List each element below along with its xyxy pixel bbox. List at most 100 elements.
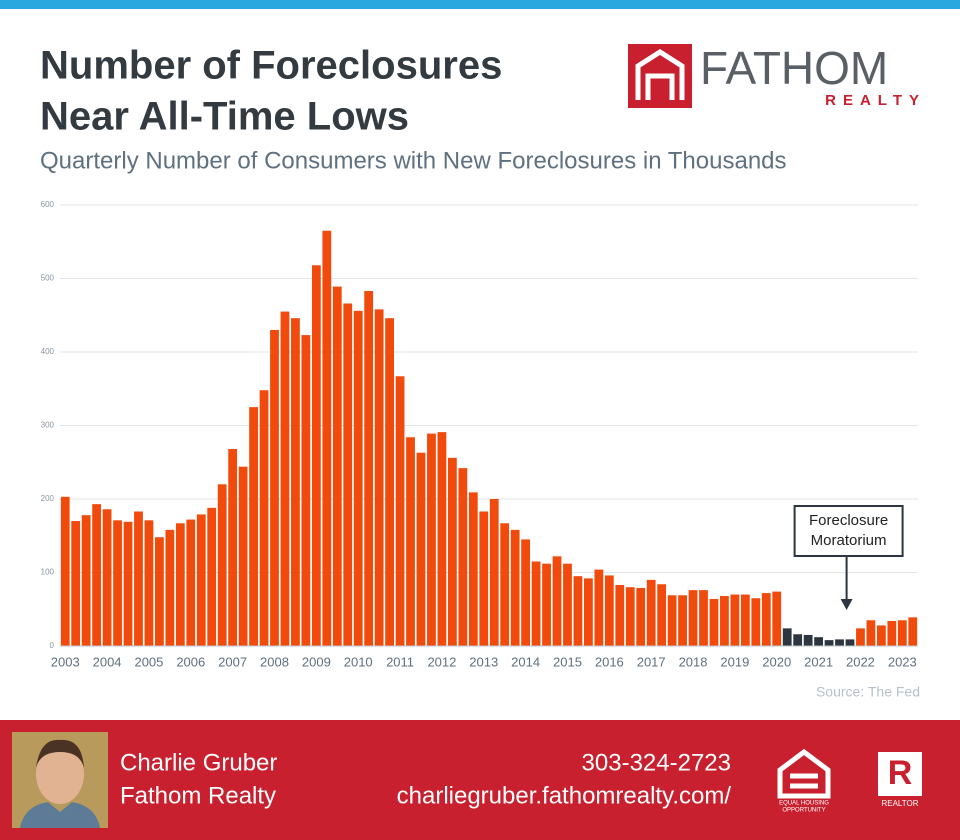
x-tick-label: 2013 — [469, 654, 498, 669]
bar — [678, 595, 687, 646]
subtitle: Quarterly Number of Consumers with New F… — [40, 147, 787, 174]
bar — [667, 595, 677, 646]
bar — [552, 556, 562, 646]
x-tick-label: 2006 — [176, 654, 205, 669]
annotation-arrowhead — [840, 599, 853, 610]
bar — [625, 587, 635, 646]
bar — [134, 511, 143, 646]
bar — [908, 617, 918, 646]
bar — [385, 318, 394, 646]
bar — [238, 466, 248, 646]
bar — [270, 329, 279, 646]
bar — [186, 519, 196, 646]
y-tick-label: 500 — [41, 274, 55, 283]
bar — [604, 575, 614, 646]
bar — [113, 520, 122, 646]
x-tick-label: 2017 — [637, 654, 666, 669]
y-tick-label: 200 — [41, 494, 55, 503]
x-tick-label: 2008 — [260, 654, 289, 669]
photo-hair — [36, 739, 84, 768]
bar — [709, 598, 719, 646]
bar — [123, 521, 133, 646]
annotation-text: Foreclosure — [809, 512, 888, 529]
bar — [845, 639, 855, 646]
bar — [196, 514, 206, 646]
bar — [249, 407, 258, 646]
realtor-icon — [878, 752, 922, 796]
bar — [165, 529, 175, 646]
x-tick-label: 2016 — [595, 654, 624, 669]
source: Source: The Fed — [816, 684, 920, 700]
bar — [489, 499, 499, 646]
bar — [259, 390, 269, 646]
plot: 0 100 200 300 400 500 600 2003 2004 2005 2006 2007 2… — [41, 200, 918, 669]
bar — [720, 596, 729, 646]
bar — [217, 484, 227, 646]
title-line: Number of Foreclosures — [40, 44, 502, 88]
badge-text: REALTOR — [881, 799, 918, 808]
bar — [144, 520, 154, 646]
phone: 303-324-2723 — [582, 749, 731, 776]
bar — [437, 432, 447, 646]
bar — [688, 590, 698, 646]
bar — [468, 492, 478, 646]
bar — [155, 537, 164, 646]
title-line: Near All-Time Lows — [40, 95, 409, 139]
y-tick-label: 300 — [41, 421, 55, 430]
url: charliegruber.fathomrealty.com/ — [397, 782, 732, 809]
x-tick-label: 2007 — [218, 654, 247, 669]
logo-house — [635, 49, 685, 100]
bar — [594, 569, 604, 646]
y-tick-label: 0 — [50, 641, 55, 650]
bar — [751, 598, 761, 646]
bar — [332, 286, 342, 646]
footer: Charlie Gruber Fathom Realty 303-324-272… — [0, 720, 960, 840]
bar — [479, 511, 489, 646]
bar — [615, 584, 625, 646]
bar — [876, 625, 886, 646]
bar — [228, 449, 238, 646]
bar — [636, 587, 646, 646]
bar — [175, 523, 185, 646]
x-tick-label: 2022 — [846, 654, 875, 669]
y-tick-label: 600 — [41, 200, 55, 209]
x-tick-label: 2015 — [553, 654, 582, 669]
bar — [814, 637, 823, 646]
badge-text: EQUAL HOUSING — [779, 801, 829, 807]
x-tick-label: 2011 — [386, 654, 414, 669]
bar — [102, 509, 112, 646]
bar — [646, 579, 656, 646]
bar — [311, 265, 321, 646]
bar — [793, 634, 803, 646]
x-tick-label: 2003 — [51, 654, 80, 669]
bar — [500, 523, 510, 646]
bar — [803, 634, 813, 646]
bar — [364, 290, 374, 646]
bar — [395, 376, 405, 646]
bar — [510, 529, 520, 646]
bar — [322, 230, 332, 646]
bar — [542, 563, 551, 646]
bar — [657, 584, 667, 646]
annotation-text: Moratorium — [811, 532, 887, 549]
y-tick-label: 100 — [41, 568, 55, 577]
x-tick-label: 2014 — [511, 654, 540, 669]
bar — [824, 640, 834, 646]
logo-name: FATHOM — [700, 42, 888, 94]
bar — [427, 433, 436, 646]
realtor-letter: R — [888, 754, 913, 792]
bar — [374, 309, 384, 646]
x-tick-label: 2012 — [427, 654, 456, 669]
bar — [353, 310, 363, 646]
x-tick-label: 2005 — [134, 654, 163, 669]
bar — [92, 504, 102, 646]
bar — [740, 594, 750, 646]
bar — [343, 303, 353, 646]
x-tick-label: 2018 — [679, 654, 708, 669]
bar — [835, 639, 844, 646]
bar — [699, 590, 708, 646]
x-tick-label: 2021 — [804, 654, 833, 669]
bar — [416, 452, 426, 646]
x-tick-label: 2009 — [302, 654, 331, 669]
